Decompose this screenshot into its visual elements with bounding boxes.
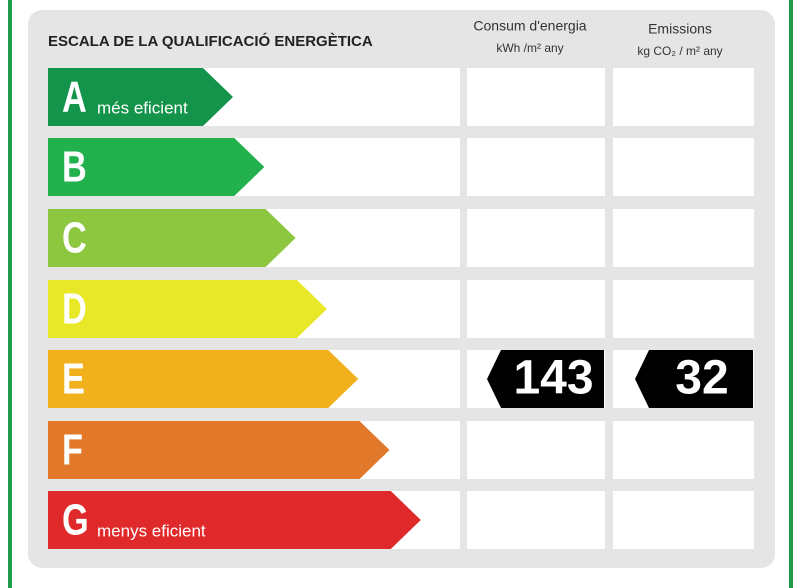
cell [613,421,754,479]
cell [467,491,605,549]
class-arrow [48,491,421,549]
class-letter: A [62,73,87,122]
value-badge [487,350,604,408]
title: ESCALA DE LA QUALIFICACIÓ ENERGÈTICA [48,32,373,50]
cell [613,491,754,549]
class-arrow [48,138,265,196]
class-letter: C [62,214,87,263]
value-text: 143 [513,352,593,405]
class-letter: E [62,355,85,404]
cell [467,421,605,479]
column-unit: kg CO₂ / m² any [637,44,722,58]
class-arrow [48,209,296,267]
right-border [789,0,793,588]
class-arrow [48,68,233,126]
class-letter: D [62,285,87,334]
watermark: habitaclia [345,275,455,305]
class-letter: B [62,143,87,192]
class-arrow [48,280,327,338]
class-letter: G [62,496,89,545]
cell [467,138,605,196]
cell [467,280,605,338]
cell [613,280,754,338]
left-border [8,0,12,588]
class-label: menys eficient [97,521,206,540]
value-badge [635,350,753,408]
value-text: 32 [675,352,728,405]
column-name: Emissions [648,21,712,37]
class-arrow [48,350,359,408]
class-letter: F [62,426,83,475]
column-unit: kWh /m² any [496,41,563,55]
cell [613,209,754,267]
column-name: Consum d'energia [473,18,586,34]
cell [613,138,754,196]
cell [467,209,605,267]
class-label: més eficient [97,98,188,117]
cell [467,68,605,126]
class-arrow [48,421,390,479]
cell [613,68,754,126]
